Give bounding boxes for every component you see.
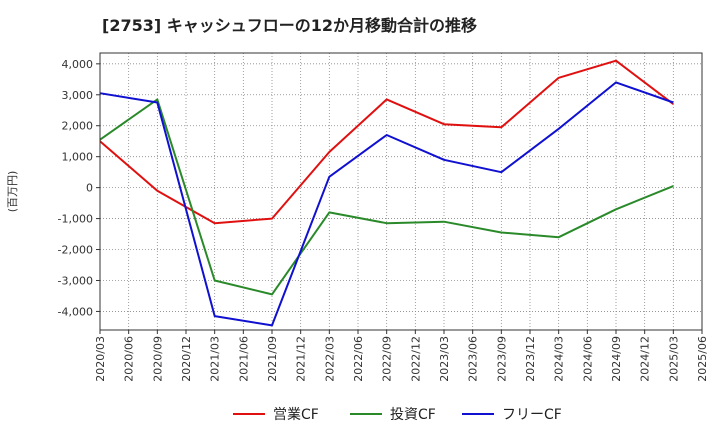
series-line-operating-cf	[99, 59, 674, 225]
x-tick-label: 2021/09	[266, 336, 279, 382]
x-tick-label: 2022/09	[381, 336, 394, 382]
legend-label: 投資CF	[390, 407, 436, 423]
x-tick-label: 2021/12	[295, 336, 308, 382]
chart-title: [2753] キャッシュフローの12か月移動合計の推移	[102, 16, 477, 35]
x-tick-label: 2022/03	[323, 336, 336, 382]
x-tick-label: 2020/06	[123, 336, 136, 382]
y-axis-ticks: 4,000 3,000 2,000 1,000 0 -1,000 -2,000 -3,000 -…	[58, 58, 100, 318]
series-lines	[99, 59, 674, 327]
x-tick-label: 2021/06	[237, 336, 250, 382]
y-tick-label: 2,000	[62, 120, 94, 133]
x-tick-label: 2024/03	[553, 336, 566, 382]
x-tick-label: 2022/06	[352, 336, 365, 382]
y-tick-label: -1,000	[58, 213, 93, 226]
y-tick-label: -3,000	[58, 274, 93, 287]
y-tick-label: 4,000	[62, 58, 94, 71]
series-line-investing-cf	[99, 98, 674, 296]
x-tick-label: 2025/06	[696, 336, 709, 382]
x-axis-ticks: 2020/03 2020/06 2020/09 2020/12 2021/03 2021/…	[94, 330, 709, 382]
legend-label: フリーCF	[502, 407, 562, 423]
x-tick-label: 2020/12	[180, 336, 193, 382]
y-tick-label: 0	[86, 182, 93, 195]
x-tick-label: 2020/03	[94, 336, 107, 382]
y-tick-label: 1,000	[62, 151, 94, 164]
x-tick-label: 2021/03	[209, 336, 222, 382]
x-tick-label: 2023/03	[438, 336, 451, 382]
y-tick-label: 3,000	[62, 89, 94, 102]
grid-lines	[99, 53, 703, 330]
x-tick-label: 2023/12	[524, 336, 537, 382]
plot-area	[100, 53, 702, 330]
x-tick-label: 2024/06	[581, 336, 594, 382]
x-tick-label: 2022/12	[409, 336, 422, 382]
x-tick-label: 2024/09	[610, 336, 623, 382]
y-axis-label: (百万円)	[6, 171, 19, 213]
x-tick-label: 2020/09	[151, 336, 164, 382]
x-tick-label: 2023/09	[495, 336, 508, 382]
legend: 営業CF 投資CF フリーCF	[233, 407, 562, 423]
legend-label: 営業CF	[273, 407, 319, 423]
plot-border	[99, 52, 703, 331]
x-tick-label: 2023/06	[467, 336, 480, 382]
y-tick-label: -4,000	[58, 305, 93, 318]
y-tick-label: -2,000	[58, 244, 93, 257]
series-line-free-cf	[99, 81, 674, 327]
x-tick-label: 2025/03	[667, 336, 680, 382]
x-tick-label: 2024/12	[639, 336, 652, 382]
